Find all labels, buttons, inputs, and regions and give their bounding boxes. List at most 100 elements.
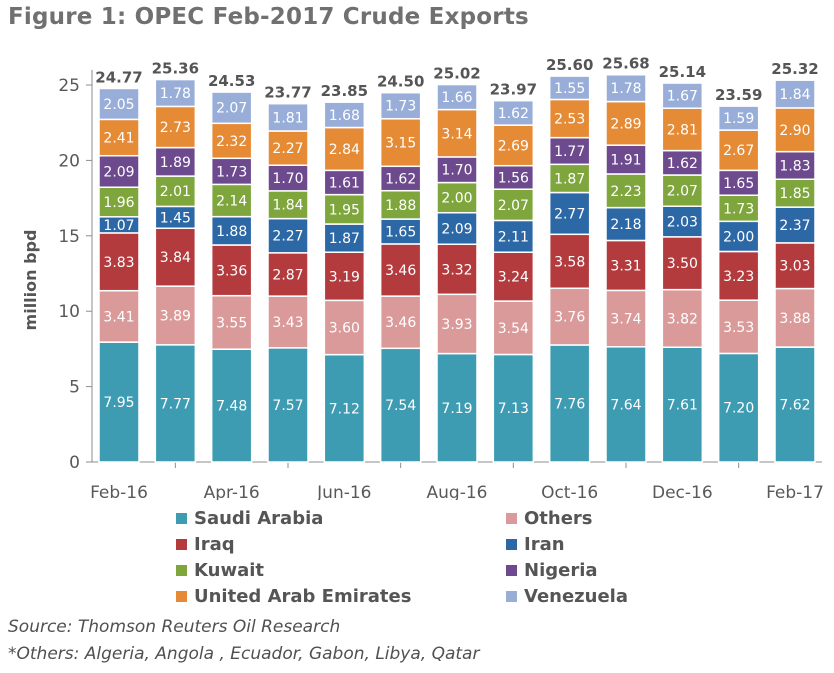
bar-segment xyxy=(98,289,140,343)
bar-segment xyxy=(154,344,197,463)
bar-total-label: 24.50 xyxy=(377,73,424,91)
bar-segment xyxy=(98,186,140,218)
bar-segment-label: 1.95 xyxy=(329,202,360,218)
bar-segment-label: 3.54 xyxy=(498,321,529,337)
bar-segment xyxy=(267,252,309,297)
bar-segment-label: 7.77 xyxy=(160,396,191,412)
bar-segment-label: 2.27 xyxy=(272,141,303,157)
bar-segment-label: 1.70 xyxy=(272,171,303,187)
bar-segment-label: 2.00 xyxy=(441,191,472,207)
bar-segment xyxy=(492,124,535,167)
bar-segment-label: 3.41 xyxy=(103,309,134,325)
bar-segment xyxy=(154,78,197,108)
bar-segment-label: 7.20 xyxy=(723,401,754,417)
bar-segment xyxy=(98,87,140,121)
bar-total-label: 24.77 xyxy=(95,68,142,86)
bar-segment xyxy=(717,129,760,172)
bar-segment-label: 2.73 xyxy=(160,120,191,136)
bar-segment xyxy=(379,118,422,168)
bar-segment-label: 2.32 xyxy=(216,134,247,150)
bar-stack: 7.64 3.74 3.31 2.18 2.23 1.91 2.89 1.78 25.68 xyxy=(602,55,650,463)
bar-segment-label: 2.07 xyxy=(498,198,529,214)
bar-segment-label: 7.57 xyxy=(272,398,303,414)
bar-segment-label: 7.48 xyxy=(216,399,247,415)
bar-segment xyxy=(267,164,309,192)
bar-segment-label: 1.87 xyxy=(329,231,360,247)
y-tick-label: 15 xyxy=(58,227,80,247)
y-tick-label: 25 xyxy=(58,76,80,96)
bar-segment xyxy=(717,105,760,131)
bar-segment-label: 1.73 xyxy=(385,99,416,115)
bar-segment-label: 1.88 xyxy=(216,224,247,240)
bar-segment-label: 1.62 xyxy=(385,171,416,187)
bar-stack: 7.76 3.76 3.58 2.77 1.87 1.77 2.53 1.55 25.60 xyxy=(546,56,593,463)
bar-segment-label: 2.41 xyxy=(103,131,134,147)
bar-stack: 7.48 3.55 3.36 1.88 2.14 1.73 2.32 2.07 24.53 xyxy=(208,72,255,463)
bar-segment xyxy=(267,130,309,166)
bar-segment xyxy=(379,91,422,120)
bar-segment-label: 3.23 xyxy=(723,269,754,285)
bar-segment xyxy=(436,293,478,355)
bar-segment xyxy=(548,287,591,346)
y-tick-label: 0 xyxy=(69,453,80,473)
bar-segment-label: 1.85 xyxy=(779,186,810,202)
legend-item: United Arab Emirates xyxy=(176,586,411,607)
bar-segment-label: 1.84 xyxy=(779,87,810,103)
x-tick-label: Oct-16 xyxy=(541,483,598,500)
bars-layer: 7.95 3.41 3.83 1.07 1.96 2.09 2.41 2.05 24.77 7.7… xyxy=(95,55,819,463)
bar-segment-label: 2.77 xyxy=(554,206,585,222)
legend-swatch xyxy=(506,513,517,524)
bar-segment xyxy=(436,352,478,463)
bar-segment-label: 2.53 xyxy=(554,112,585,128)
bar-total-label: 24.53 xyxy=(208,72,255,90)
bar-segment-label: 1.65 xyxy=(723,176,754,192)
bar-segment-label: 1.70 xyxy=(441,163,472,179)
bar-total-label: 23.85 xyxy=(321,82,368,100)
bar-total-label: 25.60 xyxy=(546,56,593,74)
bar-segment-label: 3.58 xyxy=(554,254,585,270)
legend-item: Saudi Arabia xyxy=(176,508,323,529)
bar-segment xyxy=(548,344,591,463)
bar-segment-label: 2.90 xyxy=(779,123,810,139)
legend-swatch xyxy=(176,513,187,524)
x-axis: Feb-16 Apr-16 Jun-16 Aug-16 Oct-16 Dec-16 Feb-… xyxy=(90,461,824,500)
bar-segment-label: 2.07 xyxy=(667,184,698,200)
legend-label: Iraq xyxy=(194,534,235,555)
bar-segment xyxy=(717,220,760,253)
bar-segment xyxy=(717,352,760,463)
bar-segment-label: 2.23 xyxy=(610,184,641,200)
bar-segment xyxy=(605,73,647,103)
bar-segment-label: 1.59 xyxy=(723,111,754,127)
x-tick-label: Aug-16 xyxy=(427,483,488,500)
bar-stack: 7.12 3.60 3.19 1.87 1.95 1.61 2.84 1.68 23.85 xyxy=(321,82,368,463)
legend-item: Kuwait xyxy=(176,560,264,581)
figure-title: Figure 1: OPEC Feb-2017 Crude Exports xyxy=(8,4,529,30)
bar-segment-label: 2.84 xyxy=(329,142,360,158)
bar-segment-label: 2.67 xyxy=(723,143,754,159)
bar-segment-label: 2.18 xyxy=(610,217,641,233)
bar-segment-label: 1.07 xyxy=(103,218,134,234)
x-tick-label: Apr-16 xyxy=(204,483,260,500)
bar-segment-label: 3.19 xyxy=(329,269,360,285)
bar-segment-label: 3.55 xyxy=(216,315,247,331)
legend-label: Saudi Arabia xyxy=(194,508,324,529)
bar-segment xyxy=(774,287,816,348)
bar-segment-label: 2.03 xyxy=(667,215,698,231)
bar-segment-label: 3.15 xyxy=(385,136,416,152)
bar-total-label: 23.77 xyxy=(264,84,311,102)
bar-segment-label: 7.61 xyxy=(667,398,698,414)
bar-segment-label: 2.37 xyxy=(779,218,810,234)
bar-segment xyxy=(379,243,422,297)
bar-segment-label: 7.76 xyxy=(554,396,585,412)
y-axis-label: million bpd xyxy=(21,230,40,331)
bar-segment xyxy=(267,295,309,349)
bar-segment-label: 3.03 xyxy=(779,259,810,275)
bar-segment-label: 3.24 xyxy=(498,270,529,286)
bar-segment-label: 2.07 xyxy=(216,101,247,117)
bar-segment-label: 2.14 xyxy=(216,194,247,210)
bar-segment-label: 1.78 xyxy=(160,86,191,102)
bar-segment-label: 1.66 xyxy=(441,90,472,106)
legend-label: Iran xyxy=(524,534,565,555)
bar-segment-label: 3.31 xyxy=(610,258,641,274)
legend-swatch xyxy=(176,591,187,602)
